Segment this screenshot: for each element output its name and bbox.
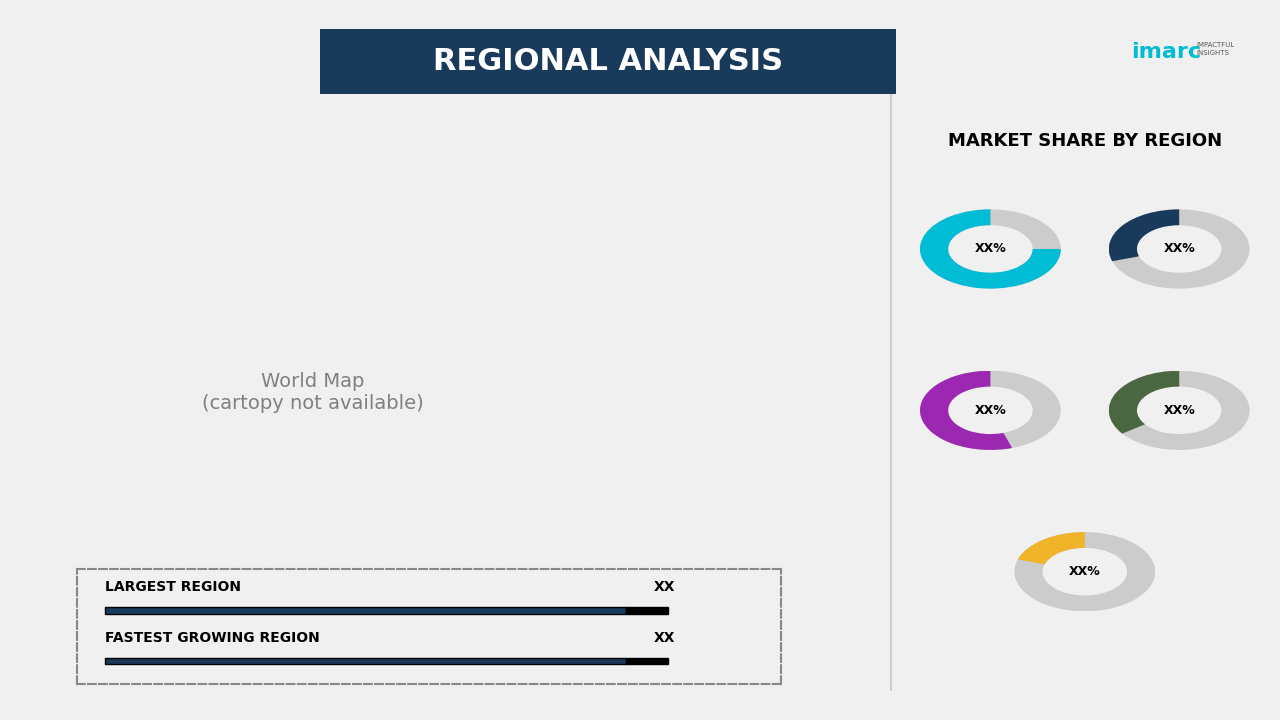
- Wedge shape: [920, 371, 1061, 450]
- Text: XX: XX: [654, 631, 676, 645]
- Wedge shape: [920, 210, 1061, 289]
- Text: MARKET SHARE BY REGION: MARKET SHARE BY REGION: [947, 132, 1222, 150]
- Text: FASTEST GROWING REGION: FASTEST GROWING REGION: [105, 631, 320, 645]
- Text: XX%: XX%: [974, 243, 1006, 256]
- FancyArrow shape: [626, 607, 668, 613]
- Wedge shape: [1018, 532, 1084, 564]
- Wedge shape: [1108, 210, 1179, 261]
- Text: imarc: imarc: [1132, 42, 1202, 62]
- Text: REGIONAL ANALYSIS: REGIONAL ANALYSIS: [433, 47, 783, 76]
- Wedge shape: [1108, 371, 1249, 450]
- Text: XX%: XX%: [1164, 404, 1196, 417]
- Wedge shape: [1108, 371, 1179, 433]
- Text: XX%: XX%: [1164, 243, 1196, 256]
- Wedge shape: [1108, 210, 1249, 289]
- Wedge shape: [1014, 532, 1155, 611]
- FancyArrow shape: [626, 657, 668, 665]
- Wedge shape: [920, 210, 1061, 289]
- Text: IMPACTFUL
INSIGHTS: IMPACTFUL INSIGHTS: [1196, 42, 1234, 56]
- Text: LARGEST REGION: LARGEST REGION: [105, 580, 241, 594]
- Text: XX: XX: [654, 580, 676, 594]
- FancyArrow shape: [105, 607, 626, 613]
- Text: World Map
(cartopy not available): World Map (cartopy not available): [202, 372, 424, 413]
- FancyArrow shape: [105, 657, 626, 665]
- Text: XX%: XX%: [974, 404, 1006, 417]
- Text: XX%: XX%: [1069, 565, 1101, 578]
- Wedge shape: [920, 371, 1012, 450]
